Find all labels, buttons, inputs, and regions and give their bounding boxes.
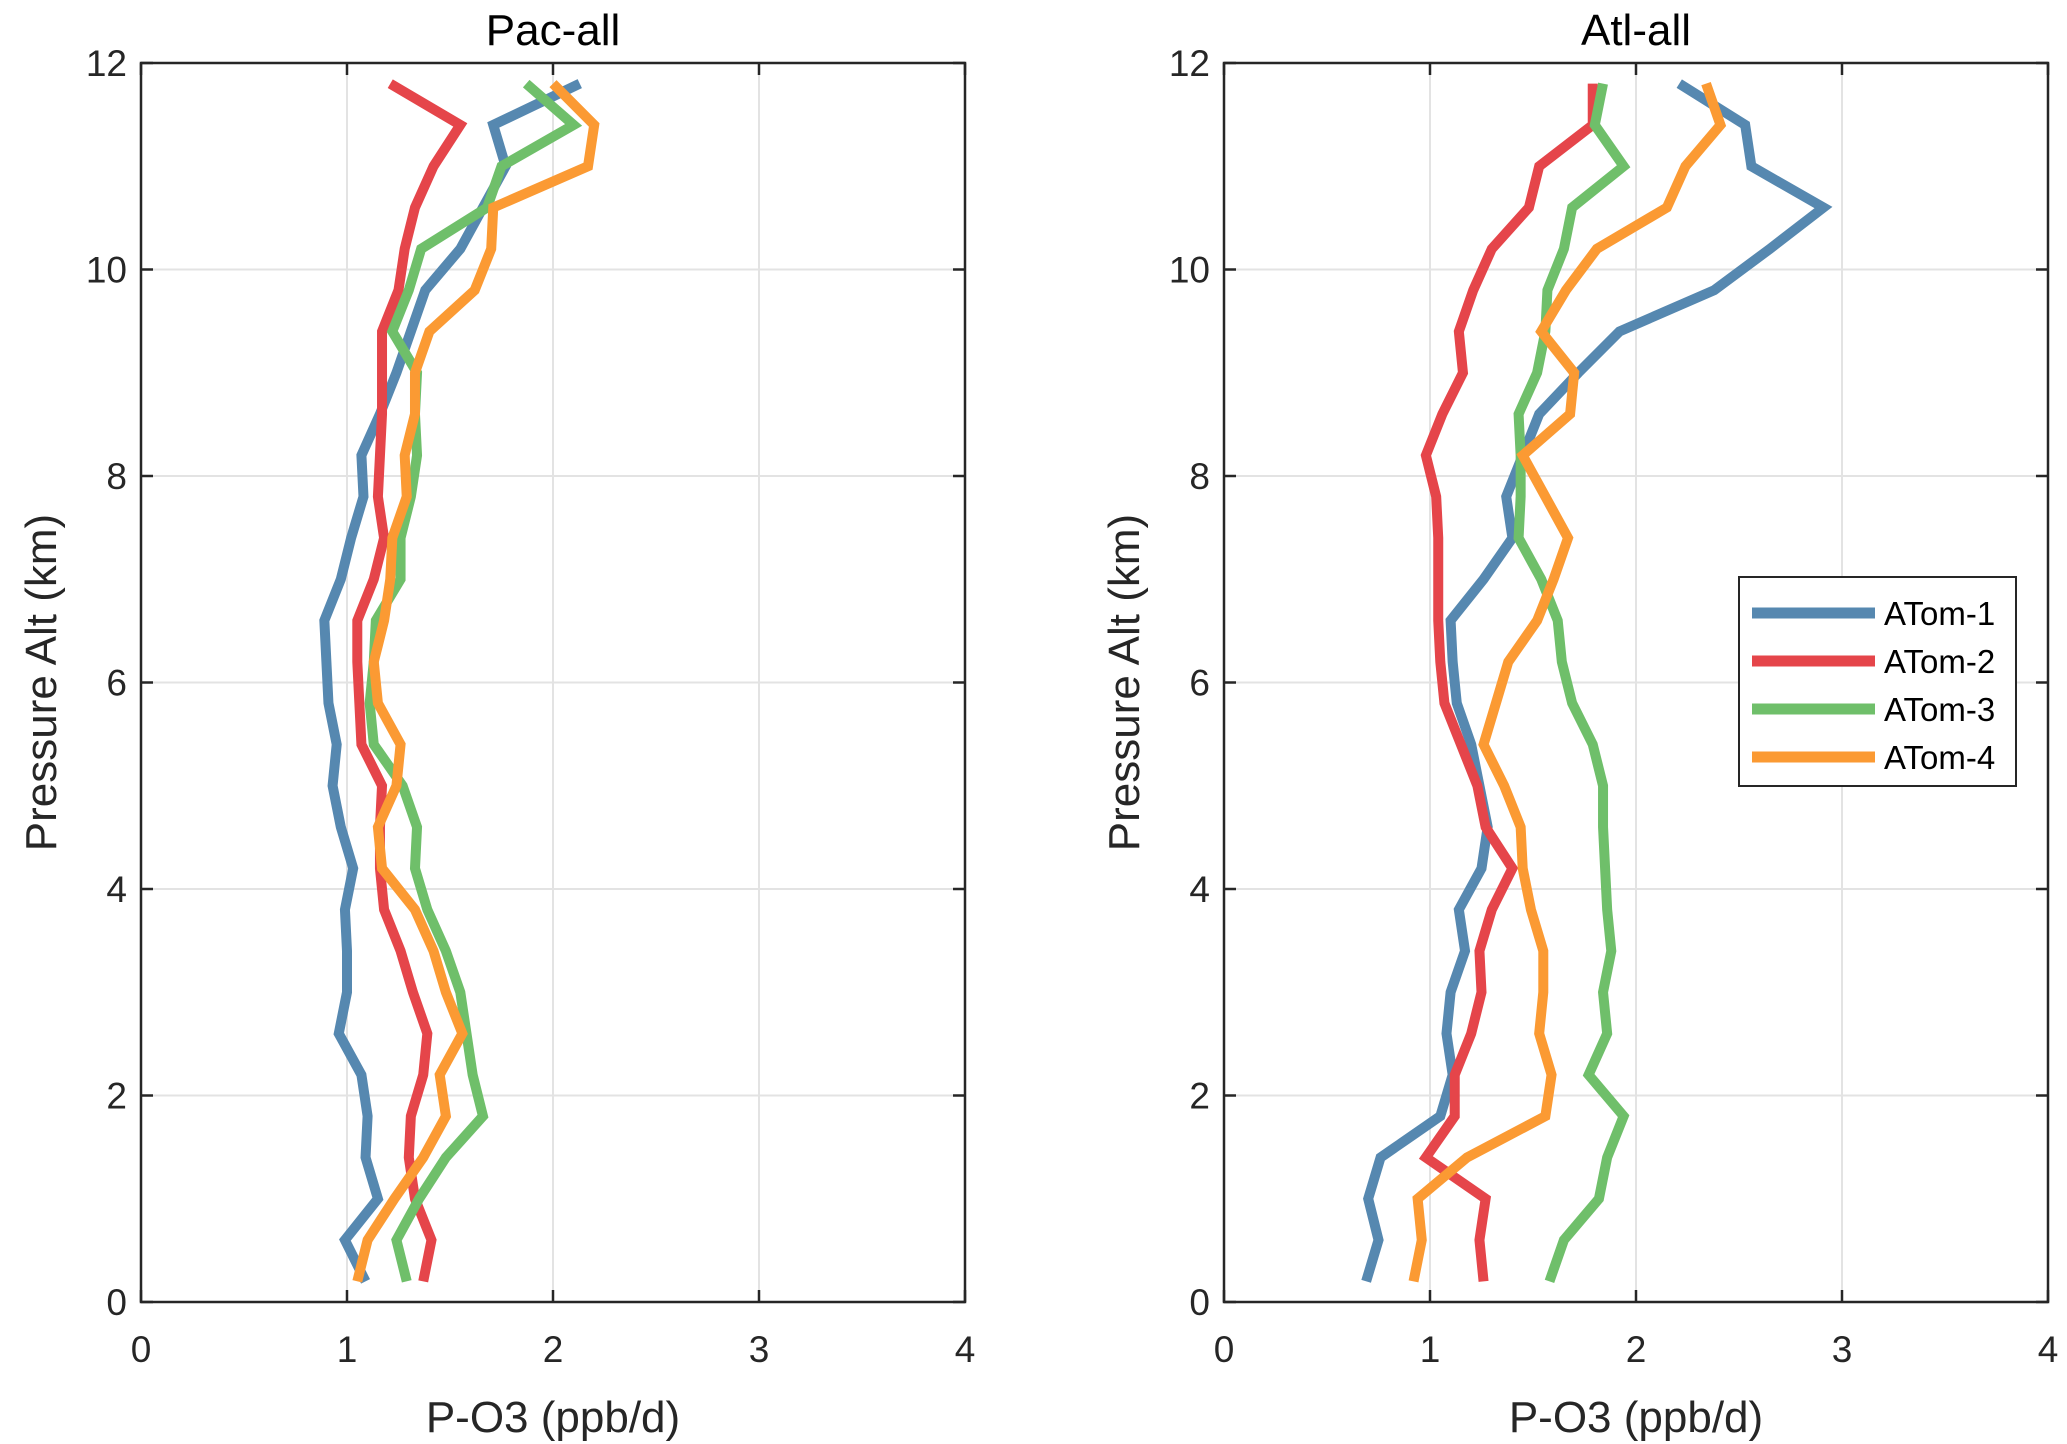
y-tick-label: 2	[106, 1076, 127, 1117]
y-tick-label: 2	[1189, 1076, 1210, 1117]
x-tick-label: 3	[1832, 1329, 1853, 1370]
series-line-atom-4	[352, 80, 600, 1283]
chart-title: Pac-all	[486, 6, 621, 55]
legend: ATom-1 ATom-2 ATom-3 ATom-4	[1738, 576, 2017, 787]
chart-title: Atl-all	[1581, 6, 1691, 55]
y-tick-label: 4	[1189, 869, 1210, 910]
x-tick-label: 3	[749, 1329, 770, 1370]
y-tick-label: 8	[1189, 456, 1210, 497]
y-tick-label: 4	[106, 869, 127, 910]
x-tick-label: 0	[131, 1329, 152, 1370]
legend-label: ATom-2	[1884, 643, 1995, 680]
y-tick-label: 10	[86, 250, 127, 291]
legend-label: ATom-4	[1884, 739, 1995, 776]
x-tick-label: 4	[2038, 1329, 2059, 1370]
y-tick-label: 6	[106, 663, 127, 704]
legend-label: ATom-1	[1884, 595, 1995, 632]
x-axis-label: P-O3 (ppb/d)	[426, 1393, 680, 1442]
x-tick-label: 1	[1420, 1329, 1441, 1370]
x-tick-label: 0	[1214, 1329, 1235, 1370]
y-axis-label: Pressure Alt (km)	[1100, 514, 1149, 851]
x-tick-label: 1	[337, 1329, 358, 1370]
x-tick-label: 2	[1626, 1329, 1647, 1370]
y-tick-label: 8	[106, 456, 127, 497]
series-line-atom-1	[319, 79, 582, 1284]
series-line-atom-2	[352, 79, 468, 1283]
series-line-atom-3	[1513, 82, 1631, 1283]
series-line-atom-4	[1408, 82, 1727, 1283]
y-tick-label: 0	[106, 1282, 127, 1323]
y-tick-label: 12	[1169, 43, 1210, 84]
y-tick-label: 6	[1189, 663, 1210, 704]
y-tick-label: 12	[86, 43, 127, 84]
x-axis-label: P-O3 (ppb/d)	[1509, 1393, 1763, 1442]
y-tick-label: 10	[1169, 250, 1210, 291]
y-axis-label: Pressure Alt (km)	[17, 514, 66, 851]
x-tick-label: 2	[543, 1329, 564, 1370]
series-line-atom-2	[1418, 83, 1598, 1282]
x-tick-label: 4	[955, 1329, 976, 1370]
legend-label: ATom-3	[1884, 691, 1995, 728]
y-tick-label: 0	[1189, 1282, 1210, 1323]
